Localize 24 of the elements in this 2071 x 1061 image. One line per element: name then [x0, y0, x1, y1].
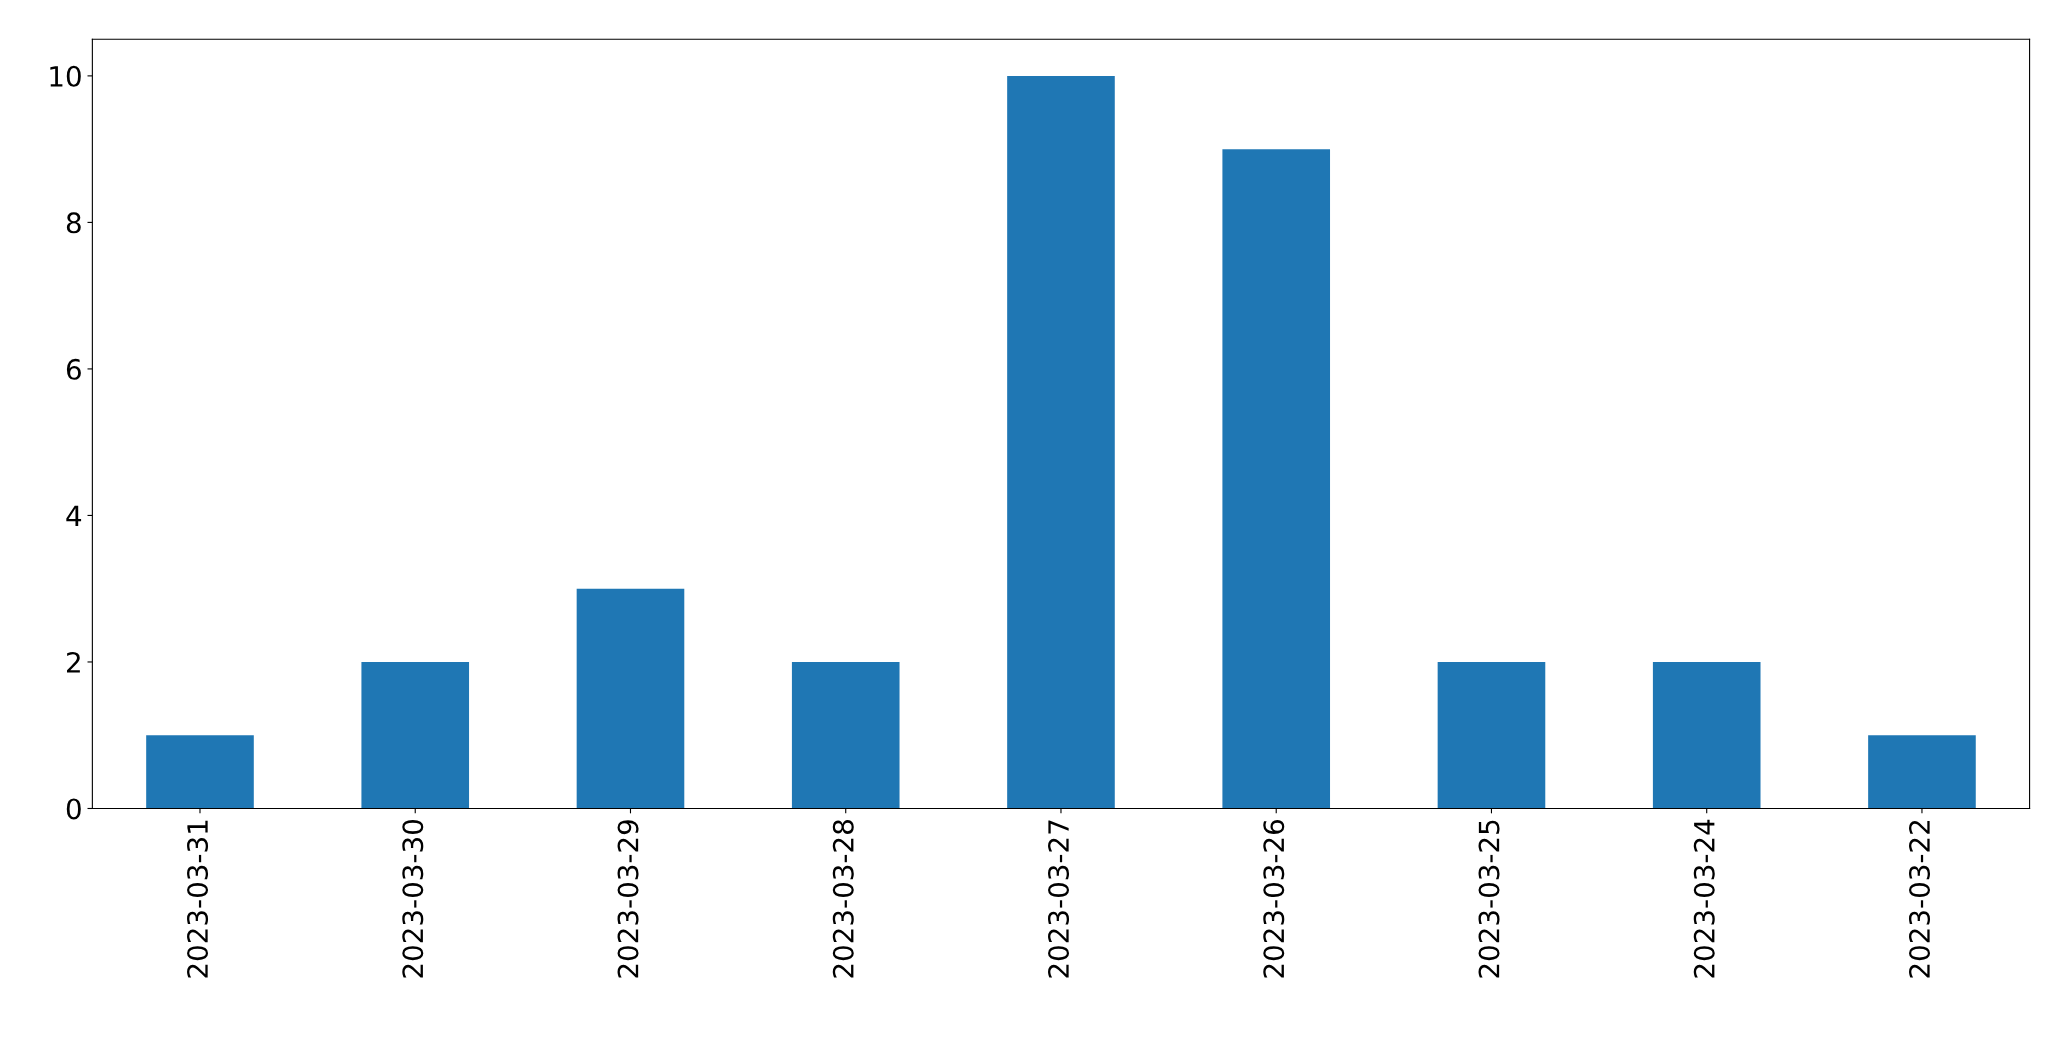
y-tick-label: 2 — [67, 651, 80, 673]
y-tick-label: 8 — [66, 212, 81, 234]
y-tick-label: 6 — [66, 358, 81, 380]
x-tick-label: 2023-03-30 — [402, 820, 424, 978]
bar — [576, 588, 685, 809]
x-tick-label: 2023-03-24 — [1693, 819, 1715, 978]
x-tick-label: 2023-03-22 — [1909, 820, 1931, 978]
bar — [146, 735, 254, 809]
bar — [1437, 661, 1546, 809]
y-tick-label: 4 — [66, 505, 82, 526]
x-tick-label: 2023-03-29 — [617, 820, 639, 978]
x-tick-label: 2023-03-31 — [187, 820, 209, 978]
bar — [1007, 75, 1115, 809]
bar — [1652, 661, 1761, 809]
x-tick-label: 2023-03-26 — [1263, 819, 1285, 978]
x-tick-label: 2023-03-25 — [1478, 820, 1500, 978]
x-tick-label: 2023-03-28 — [832, 820, 854, 978]
bar — [1868, 735, 1976, 809]
bar — [1222, 149, 1331, 809]
bar — [361, 661, 470, 809]
y-tick-label: 0 — [66, 798, 81, 820]
bar — [791, 661, 900, 809]
y-tick-label: 10 — [50, 65, 81, 87]
x-tick-label: 2023-03-27 — [1048, 820, 1070, 978]
